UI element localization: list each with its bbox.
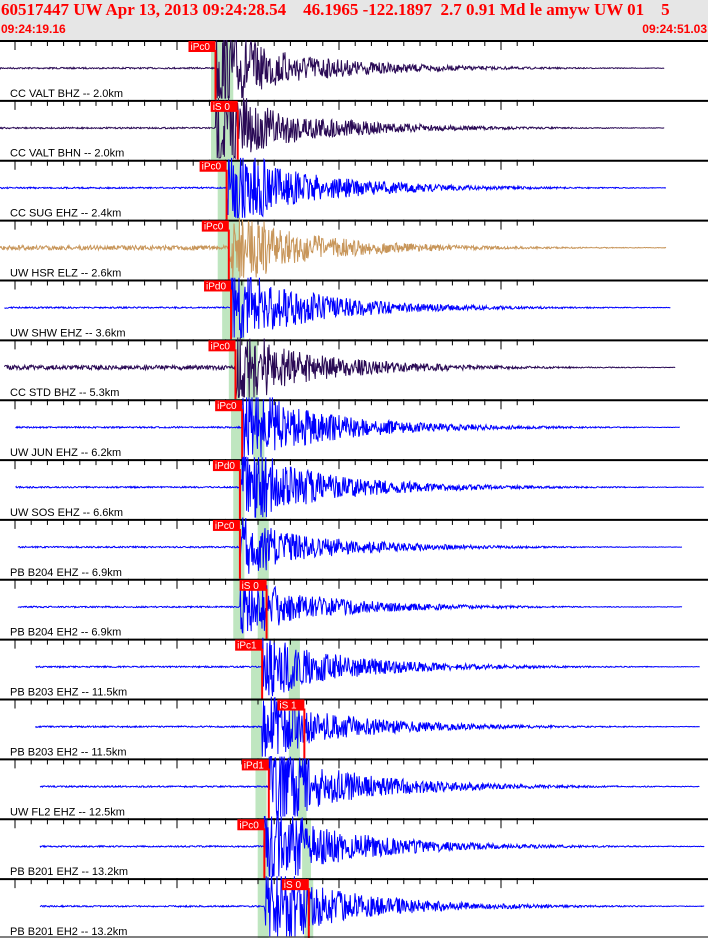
- pick-label-box: [201, 220, 229, 232]
- pick-label-box: [188, 41, 216, 52]
- pick-label-box: [237, 819, 265, 831]
- trace-row: iPd1 UW FL2 EHZ -- 12.5km: [0, 756, 708, 819]
- waveform: [39, 876, 705, 937]
- pick-label: iS 0: [284, 880, 302, 891]
- trace-row: iS 1 PB B203 EH2 -- 11.5km: [0, 696, 708, 759]
- phase-window: [257, 818, 269, 879]
- trace-row: iPd0 UW SHW EHZ -- 3.6km: [0, 277, 708, 340]
- phase-window: [255, 758, 267, 819]
- trace-row: iPc1 PB B203 EHZ -- 11.5km: [0, 637, 708, 699]
- trace-row: iPc0 CC SUG EHZ -- 2.4km: [0, 157, 708, 220]
- waveform: [39, 756, 700, 817]
- pick-label: iPc1: [237, 641, 257, 652]
- waveform: [0, 98, 665, 160]
- station-label: PB B204 EHZ -- 6.9km: [10, 567, 122, 579]
- end-time: 09:24:51.03: [642, 22, 707, 36]
- pick-label-box: [212, 460, 240, 472]
- trace-row: iPc0 CC VALT BHZ -- 2.0km: [0, 40, 708, 100]
- waveform: [4, 277, 671, 338]
- pick-label: iPd1: [244, 760, 264, 771]
- trace-panel: iPc0 CC VALT BHZ -- 2.0km iS 0 CC VALT BHN …: [0, 40, 708, 938]
- trace-row: iS 0 PB B201 EH2 -- 13.2km: [0, 876, 708, 938]
- pick-label-box: [204, 280, 232, 292]
- pick-label-box: [239, 579, 267, 591]
- station-label: PB B201 EHZ -- 13.2km: [10, 866, 128, 878]
- station-label: PB B204 EH2 -- 6.9km: [10, 627, 121, 639]
- waveform: [0, 217, 667, 278]
- trace-row: iPc0 CC STD BHZ -- 5.3km: [0, 337, 708, 400]
- phase-window: [233, 518, 245, 579]
- station-label: CC VALT BHN -- 2.0km: [10, 148, 124, 160]
- pick-label-box: [235, 639, 263, 651]
- trace-row: iPc0 PB B204 EHZ -- 6.9km: [0, 517, 708, 579]
- station-label: UW SHW EHZ -- 3.6km: [10, 327, 126, 339]
- pick-label-box: [199, 160, 227, 172]
- pick-label-box: [281, 879, 309, 891]
- phase-window: [246, 339, 258, 400]
- pick-label-box: [241, 759, 269, 771]
- pick-label: iS 0: [213, 102, 231, 113]
- pick-label-box: [212, 519, 240, 531]
- trace-row: iS 0 PB B204 EH2 -- 6.9km: [0, 578, 708, 639]
- pick-label: iPd0: [206, 281, 226, 292]
- station-label: PB B203 EHZ -- 11.5km: [10, 687, 127, 699]
- station-label: PB B203 EH2 -- 11.5km: [10, 746, 127, 758]
- waveform: [15, 397, 680, 458]
- station-label: UW HSR ELZ -- 2.6km: [10, 267, 121, 279]
- pick-label: iPc0: [217, 401, 237, 412]
- phase-window: [302, 818, 312, 879]
- pick-label: iPc0: [215, 521, 235, 532]
- pick-label-box: [208, 340, 236, 352]
- pick-label-box: [215, 400, 243, 412]
- pick-label: iPc0: [239, 820, 259, 831]
- station-label: CC SUG EHZ -- 2.4km: [10, 208, 121, 220]
- waveform: [39, 816, 705, 878]
- waveform: [0, 40, 665, 99]
- start-time: 09:24:19.16: [1, 22, 66, 36]
- pick-label: iPd0: [215, 461, 235, 472]
- phase-window: [257, 878, 269, 938]
- pick-label-box: [210, 100, 238, 112]
- station-label: CC STD BHZ -- 5.3km: [10, 387, 119, 399]
- pick-label: iPc0: [210, 341, 230, 352]
- waveform: [3, 337, 676, 398]
- waveform: [0, 157, 666, 219]
- waveform: [15, 456, 704, 518]
- pick-label: iS 0: [242, 581, 260, 592]
- event-header: 60517447 UW Apr 13, 2013 09:24:28.54 46.…: [0, 0, 708, 40]
- trace-row: iPc0 UW JUN EHZ -- 6.2km: [0, 397, 708, 460]
- phase-window: [255, 459, 267, 519]
- station-label: PB B201 EH2 -- 13.2km: [10, 926, 127, 938]
- waveform: [17, 517, 683, 574]
- trace-row: iS 0 CC VALT BHN -- 2.0km: [0, 98, 708, 160]
- station-label: CC VALT BHZ -- 2.0km: [10, 88, 123, 100]
- station-label: UW SOS EHZ -- 6.6km: [10, 507, 123, 519]
- phase-window: [251, 698, 263, 759]
- phase-window: [233, 459, 245, 519]
- pick-label: iPc0: [202, 162, 222, 173]
- phase-window: [288, 698, 300, 759]
- waveform: [35, 637, 700, 697]
- phase-window: [231, 399, 243, 460]
- pick-label: iPc0: [204, 222, 224, 233]
- trace-row: iPd0 UW SOS EHZ -- 6.6km: [0, 456, 708, 519]
- pick-label: iS 1: [279, 701, 297, 712]
- phase-window: [233, 578, 245, 639]
- pick-label-box: [277, 699, 305, 711]
- trace-row: iPc0 PB B201 EHZ -- 13.2km: [0, 816, 708, 879]
- waveform: [35, 696, 700, 757]
- waveform: [17, 584, 683, 634]
- trace-row: iPc0 UW HSR ELZ -- 2.6km: [0, 217, 708, 280]
- station-label: UW JUN EHZ -- 6.2km: [10, 447, 121, 459]
- station-label: UW FL2 EHZ -- 12.5km: [10, 806, 125, 818]
- phase-window: [297, 758, 307, 819]
- event-title: 60517447 UW Apr 13, 2013 09:24:28.54 46.…: [1, 0, 670, 19]
- phase-window: [251, 638, 263, 699]
- pick-label: iPc0: [190, 42, 210, 53]
